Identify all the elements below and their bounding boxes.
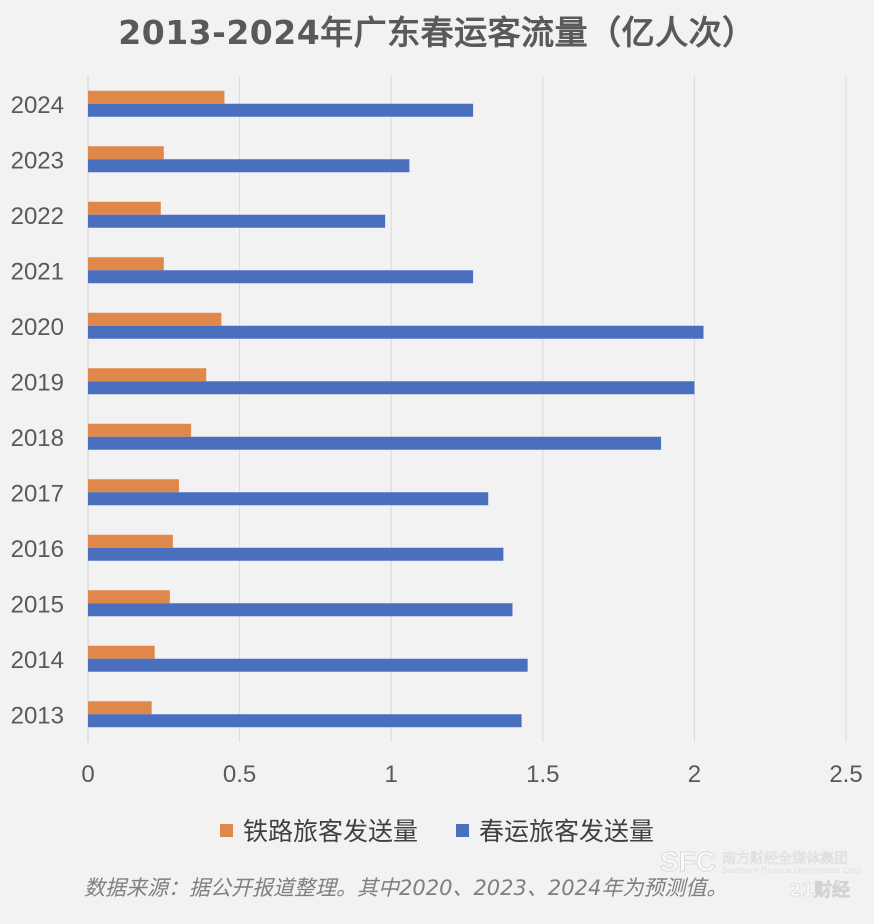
x-tick-label: 2.5 <box>829 761 862 788</box>
y-tick-label: 2014 <box>11 647 64 674</box>
y-tick-label: 2017 <box>11 480 64 507</box>
bar-railway <box>88 312 222 326</box>
y-tick-label: 2021 <box>11 258 64 285</box>
y-tick-label: 2020 <box>11 314 64 341</box>
y-tick-label: 2019 <box>11 369 64 396</box>
y-tick-label: 2018 <box>11 425 64 452</box>
bar-spring-festival <box>88 658 528 672</box>
x-tick-label: 2 <box>688 761 701 788</box>
watermark-english-name: Southern Finance Omnimedia Corp <box>722 866 862 875</box>
bar-railway <box>88 645 155 659</box>
bar-spring-festival <box>88 214 386 228</box>
legend-label-railway: 铁路旅客发送量 <box>242 817 418 846</box>
y-tick-label: 2013 <box>11 702 64 729</box>
bar-railway <box>88 201 161 215</box>
watermark-logo: SFC 南方财经全媒体集团 Southern Finance Omnimedia… <box>660 846 862 902</box>
bar-spring-festival <box>88 714 522 728</box>
x-tick-label: 1.5 <box>526 761 559 788</box>
legend: 铁路旅客发送量 春运旅客发送量 <box>0 812 874 848</box>
bar-railway <box>88 701 152 715</box>
bar-spring-festival <box>88 103 474 117</box>
legend-item-spring-festival: 春运旅客发送量 <box>456 812 654 848</box>
bar-spring-festival <box>88 325 704 339</box>
source-note: 数据来源：据公开报道整理。其中2020、2023、2024年为预测值。 <box>84 876 728 900</box>
bar-railway <box>88 590 170 604</box>
bar-railway <box>88 479 179 493</box>
y-tick-label: 2016 <box>11 536 64 563</box>
watermark-sfc: SFC <box>660 846 717 878</box>
y-tick-label: 2015 <box>11 591 64 618</box>
bars <box>88 90 704 728</box>
bar-spring-festival <box>88 381 695 395</box>
bar-railway <box>88 423 192 437</box>
watermark-brand: 21财经 <box>788 880 851 902</box>
legend-label-spring-festival: 春运旅客发送量 <box>479 817 655 846</box>
x-tick-label: 1 <box>385 761 398 788</box>
y-tick-label: 2024 <box>11 92 64 119</box>
bar-spring-festival <box>88 270 474 284</box>
legend-swatch-spring-festival <box>456 823 469 837</box>
bar-spring-festival <box>88 492 489 506</box>
gridlines <box>87 76 847 742</box>
bar-railway <box>88 257 164 271</box>
bar-spring-festival <box>88 547 504 561</box>
bar-spring-festival <box>88 159 410 173</box>
y-axis-tick-labels: 2024 2023 2022 2021 2020 2019 2018 2017 2016 2015… <box>11 92 64 730</box>
y-tick-label: 2023 <box>11 147 64 174</box>
x-tick-label: 0.5 <box>223 761 256 788</box>
x-axis-tick-labels: 0 0.5 1 1.5 2 2.5 <box>81 761 862 788</box>
bar-spring-festival <box>88 603 513 617</box>
bar-railway <box>88 534 173 548</box>
y-tick-label: 2022 <box>11 203 64 230</box>
bar-railway <box>88 368 207 382</box>
watermark-group-name: 南方财经全媒体集团 <box>722 851 849 868</box>
chart-title: 2013-2024年广东春运客流量（亿人次） <box>118 13 756 52</box>
legend-swatch-railway <box>219 823 233 837</box>
bar-railway <box>88 146 164 160</box>
bar-spring-festival <box>88 436 662 450</box>
legend-item-railway: 铁路旅客发送量 <box>219 812 418 848</box>
bar-railway <box>88 90 225 104</box>
x-tick-label: 0 <box>81 761 94 788</box>
